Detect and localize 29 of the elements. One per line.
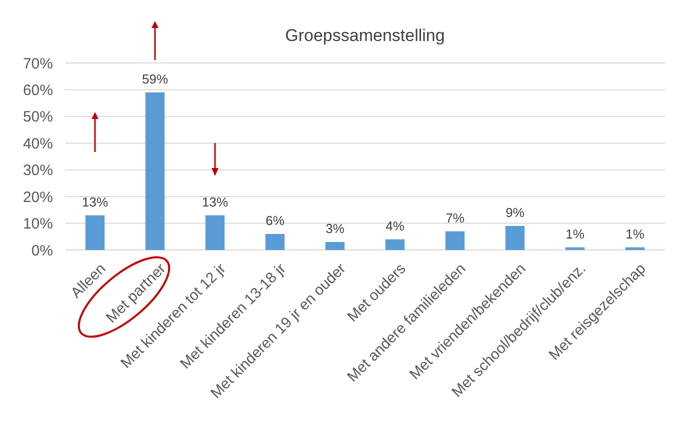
data-label: 13% [82, 194, 108, 210]
bar [205, 215, 225, 250]
bar [265, 234, 285, 250]
y-tick-label: 60% [22, 82, 53, 99]
data-label: 7% [446, 210, 465, 226]
bar [325, 242, 345, 250]
data-label: 13% [202, 194, 228, 210]
bar [385, 239, 405, 250]
y-tick-label: 20% [22, 188, 53, 206]
y-tick-label: 70% [22, 55, 53, 72]
data-label: 3% [326, 220, 345, 236]
bar [145, 92, 165, 250]
y-tick-label: 10% [22, 216, 53, 233]
y-tick-label: 40% [22, 135, 53, 152]
y-tick-label: 0% [31, 242, 53, 260]
bar [565, 247, 585, 250]
data-label: 1% [566, 226, 585, 242]
data-label: 1% [626, 226, 645, 242]
bar [85, 215, 105, 250]
bar [625, 247, 645, 250]
data-label: 4% [386, 218, 405, 234]
bar [505, 226, 525, 250]
y-tick-label: 50% [22, 108, 53, 126]
y-tick-label: 30% [22, 162, 53, 180]
data-label: 9% [506, 204, 525, 220]
data-label: 6% [266, 212, 285, 228]
data-label: 59% [142, 71, 168, 86]
chart-title: Groepssamenstelling [285, 26, 445, 45]
bar [445, 231, 465, 250]
